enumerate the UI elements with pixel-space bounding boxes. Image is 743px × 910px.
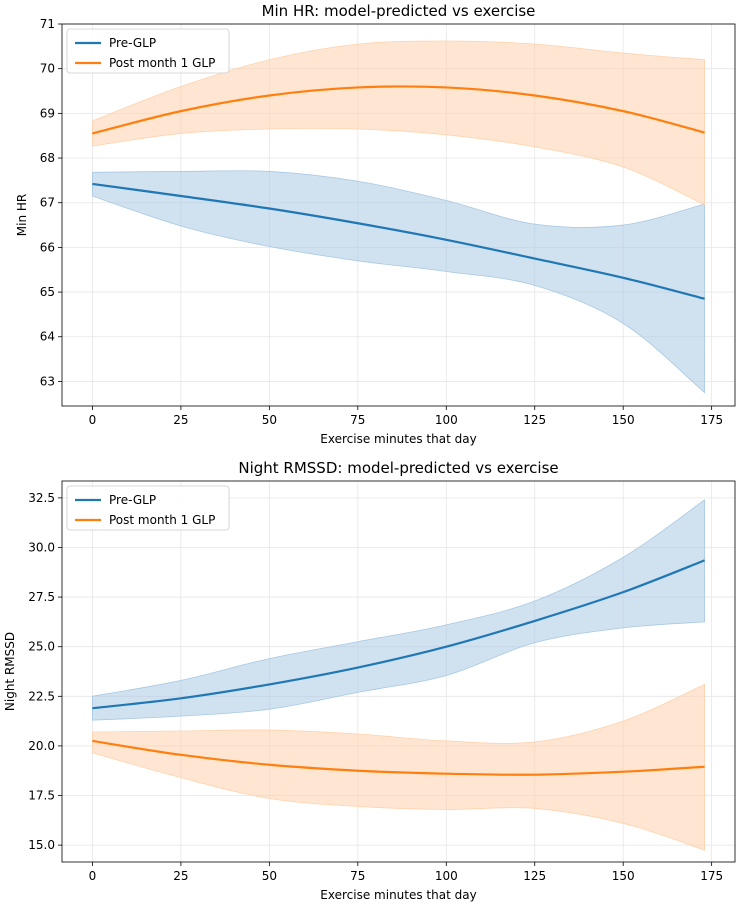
y-tick-label: 71 — [40, 17, 55, 31]
x-tick-label: 150 — [612, 869, 635, 883]
x-tick-label: 100 — [435, 869, 458, 883]
x-tick-label: 125 — [523, 413, 546, 427]
y-tick-label: 66 — [40, 240, 55, 254]
x-tick-label: 125 — [523, 869, 546, 883]
y-tick-label: 63 — [40, 374, 55, 388]
y-tick-label: 68 — [40, 151, 55, 165]
y-tick-label: 25.0 — [28, 640, 55, 654]
legend: Pre-GLP Post month 1 GLP — [66, 28, 230, 74]
series-line-post-glp — [92, 85, 705, 135]
y-axis-label: Min HR — [15, 194, 29, 236]
y-tick-label: 22.5 — [28, 689, 55, 703]
plot-frame — [61, 480, 736, 863]
y-tick-label: 20.0 — [28, 739, 55, 753]
x-axis-label: Exercise minutes that day — [320, 432, 476, 446]
x-tick-label: 25 — [173, 413, 188, 427]
chart-title: Night RMSSD: model-predicted vs exercise — [238, 459, 558, 477]
y-axis-label: Night RMSSD — [3, 632, 17, 711]
confidence-band-pre-glp — [92, 499, 705, 721]
legend: Pre-GLP Post month 1 GLP — [66, 485, 230, 531]
chart-title: Min HR: model-predicted vs exercise — [262, 2, 536, 20]
y-tick-label: 65 — [40, 285, 55, 299]
x-axis-label: Exercise minutes that day — [320, 888, 476, 902]
legend-box — [66, 485, 230, 531]
x-tick-label: 175 — [700, 413, 723, 427]
y-tick-label: 15.0 — [28, 838, 55, 852]
legend-label-post-glp: Post month 1 GLP — [109, 513, 215, 527]
legend-box — [66, 28, 230, 74]
x-tick-label: 150 — [612, 413, 635, 427]
legend-label-pre-glp: Pre-GLP — [109, 493, 156, 507]
y-tick-label: 69 — [40, 106, 55, 120]
confidence-band-pre-glp — [92, 170, 705, 394]
series-line-pre-glp — [92, 182, 705, 300]
y-tick-label: 32.5 — [28, 491, 55, 505]
y-tick-label: 64 — [40, 330, 55, 344]
confidence-band-post-glp — [92, 683, 705, 851]
series-line-post-glp — [92, 739, 705, 776]
x-tick-label: 100 — [435, 413, 458, 427]
y-tick-label: 30.0 — [28, 540, 55, 554]
y-tick-label: 27.5 — [28, 590, 55, 604]
y-tick-label: 17.5 — [28, 789, 55, 803]
y-tick-label: 70 — [40, 62, 55, 76]
x-tick-label: 175 — [700, 869, 723, 883]
series-line-pre-glp — [92, 559, 705, 710]
x-tick-label: 75 — [350, 869, 365, 883]
chart-1: 0 25 50 75 100 125 150 175 63 64 65 66 67 68 69 70 71 Min… — [15, 2, 736, 446]
x-tick-label: 75 — [350, 413, 365, 427]
plot-frame — [61, 23, 736, 407]
x-tick-label: 0 — [89, 413, 97, 427]
confidence-band-post-glp — [92, 40, 705, 206]
y-tick-label: 67 — [40, 196, 55, 210]
x-tick-label: 0 — [89, 869, 97, 883]
x-tick-label: 50 — [262, 413, 277, 427]
chart-2: 0 25 50 75 100 125 150 175 15.0 17.5 20.0 22.5 25.0 2… — [3, 459, 736, 902]
x-tick-label: 50 — [262, 869, 277, 883]
x-tick-label: 25 — [173, 869, 188, 883]
legend-label-post-glp: Post month 1 GLP — [109, 56, 215, 70]
legend-label-pre-glp: Pre-GLP — [109, 36, 156, 50]
